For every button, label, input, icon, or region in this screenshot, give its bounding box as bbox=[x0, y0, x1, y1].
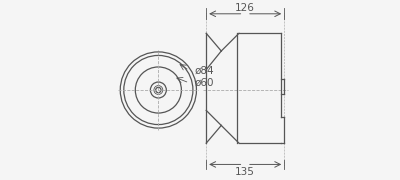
Text: ø84: ø84 bbox=[195, 66, 214, 75]
Text: 126: 126 bbox=[235, 3, 255, 13]
Text: ø60: ø60 bbox=[195, 78, 214, 88]
Text: 135: 135 bbox=[235, 166, 255, 177]
